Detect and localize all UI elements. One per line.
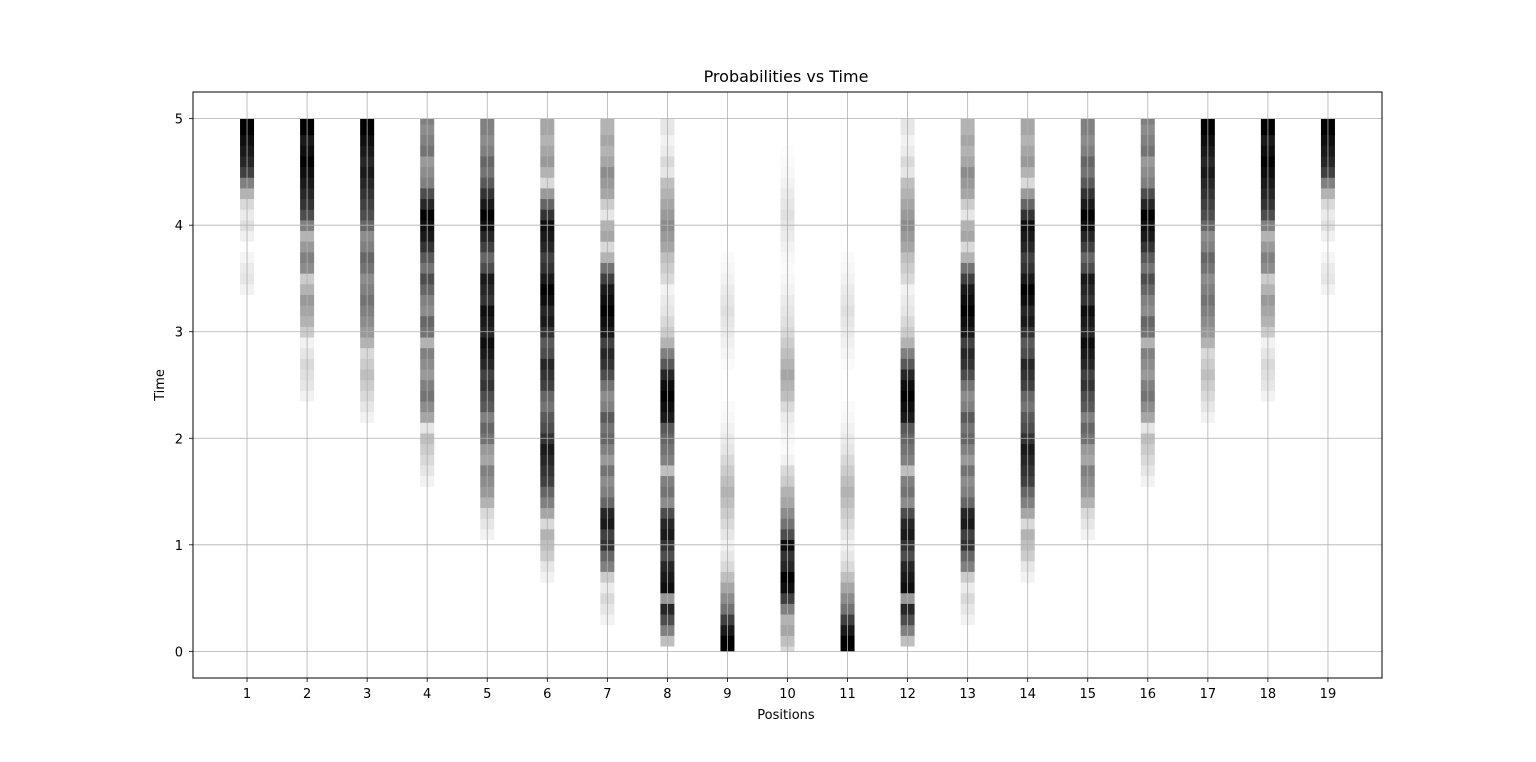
- x-tick-label: 1: [243, 687, 251, 702]
- y-tick-label: 3: [175, 326, 183, 341]
- y-axis-ticks: 0 1 2 3 4 5: [175, 113, 193, 660]
- x-tick-label: 12: [899, 687, 916, 702]
- x-tick-label: 17: [1200, 687, 1217, 702]
- y-tick-label: 2: [175, 432, 183, 447]
- x-tick-label: 5: [483, 687, 491, 702]
- x-tick-label: 9: [723, 687, 731, 702]
- y-tick-label: 1: [175, 539, 183, 554]
- x-tick-label: 3: [363, 687, 371, 702]
- x-tick-label: 19: [1320, 687, 1337, 702]
- x-axis-label: Positions: [757, 708, 815, 723]
- x-tick-label: 11: [839, 687, 856, 702]
- x-axis-ticks: 1 2 3 4 5 6 7 8 9 10 11 12 13 14 15 16 17 18 19: [243, 678, 1336, 702]
- x-tick-label: 7: [603, 687, 611, 702]
- y-axis-label: Time: [153, 369, 168, 402]
- x-tick-label: 14: [1019, 687, 1036, 702]
- x-tick-label: 4: [423, 687, 431, 702]
- x-tick-label: 6: [543, 687, 551, 702]
- x-tick-label: 2: [303, 687, 311, 702]
- x-tick-label: 16: [1140, 687, 1157, 702]
- y-tick-label: 4: [175, 219, 183, 234]
- chart-title: Probabilities vs Time: [704, 67, 869, 86]
- grid-lines: [193, 92, 1382, 678]
- x-tick-label: 8: [663, 687, 671, 702]
- x-tick-label: 18: [1260, 687, 1277, 702]
- x-tick-label: 10: [779, 687, 796, 702]
- y-tick-label: 0: [175, 645, 183, 660]
- x-tick-label: 13: [959, 687, 976, 702]
- y-tick-label: 5: [175, 113, 183, 128]
- x-tick-label: 15: [1079, 687, 1096, 702]
